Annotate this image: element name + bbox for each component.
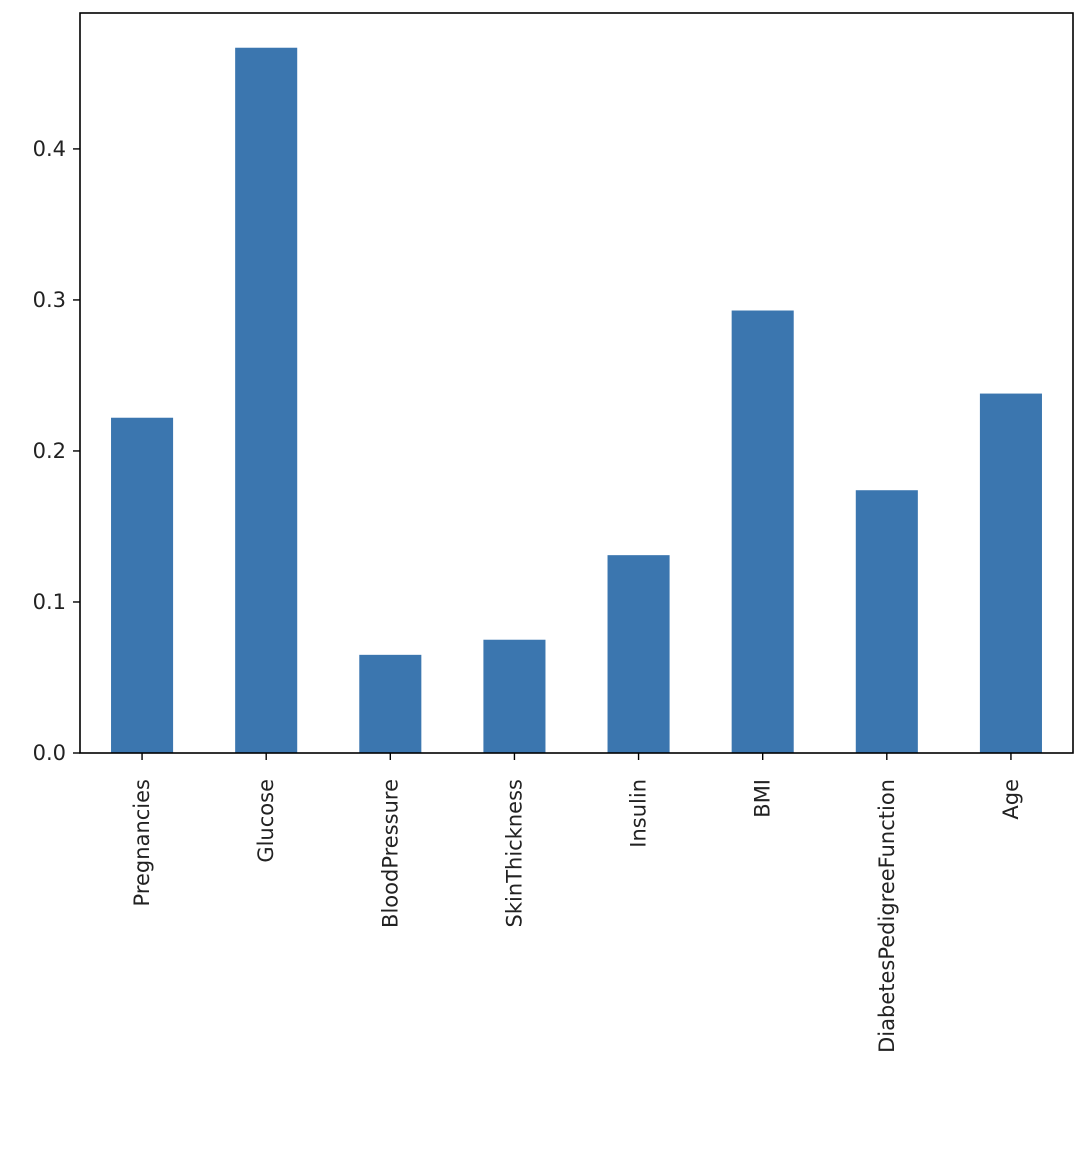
x-tick-label: Pregnancies — [130, 779, 154, 906]
bar-glucose — [235, 47, 298, 754]
x-tick-label: BloodPressure — [378, 779, 402, 928]
y-tick-label: 0.2 — [33, 439, 66, 463]
y-tick-label: 0.0 — [33, 741, 66, 765]
bar-age — [979, 393, 1042, 753]
x-tick-label: BMI — [751, 779, 775, 818]
bars-group — [111, 47, 1042, 754]
bar-bmi — [731, 310, 794, 753]
x-tick-label: DiabetesPedigreeFunction — [875, 779, 899, 1053]
x-tick-label: Insulin — [627, 779, 651, 848]
x-tick-label: Glucose — [254, 779, 278, 863]
y-tick-label: 0.1 — [33, 590, 66, 614]
y-axis: 0.0 0.1 0.2 0.3 0.4 — [33, 137, 80, 765]
y-tick-label: 0.3 — [33, 288, 66, 312]
bar-insulin — [607, 555, 670, 753]
bar-skinthickness — [483, 639, 546, 753]
y-tick-label: 0.4 — [33, 137, 66, 161]
bar-diabetespedigreefunction — [855, 490, 918, 753]
bar-pregnancies — [111, 417, 174, 753]
x-axis: Pregnancies Glucose BloodPressure SkinThick… — [130, 753, 1023, 1053]
bar-bloodpressure — [359, 654, 422, 753]
x-tick-label: SkinThickness — [502, 779, 526, 927]
plot-frame — [79, 12, 1074, 754]
x-tick-label: Age — [999, 779, 1023, 820]
